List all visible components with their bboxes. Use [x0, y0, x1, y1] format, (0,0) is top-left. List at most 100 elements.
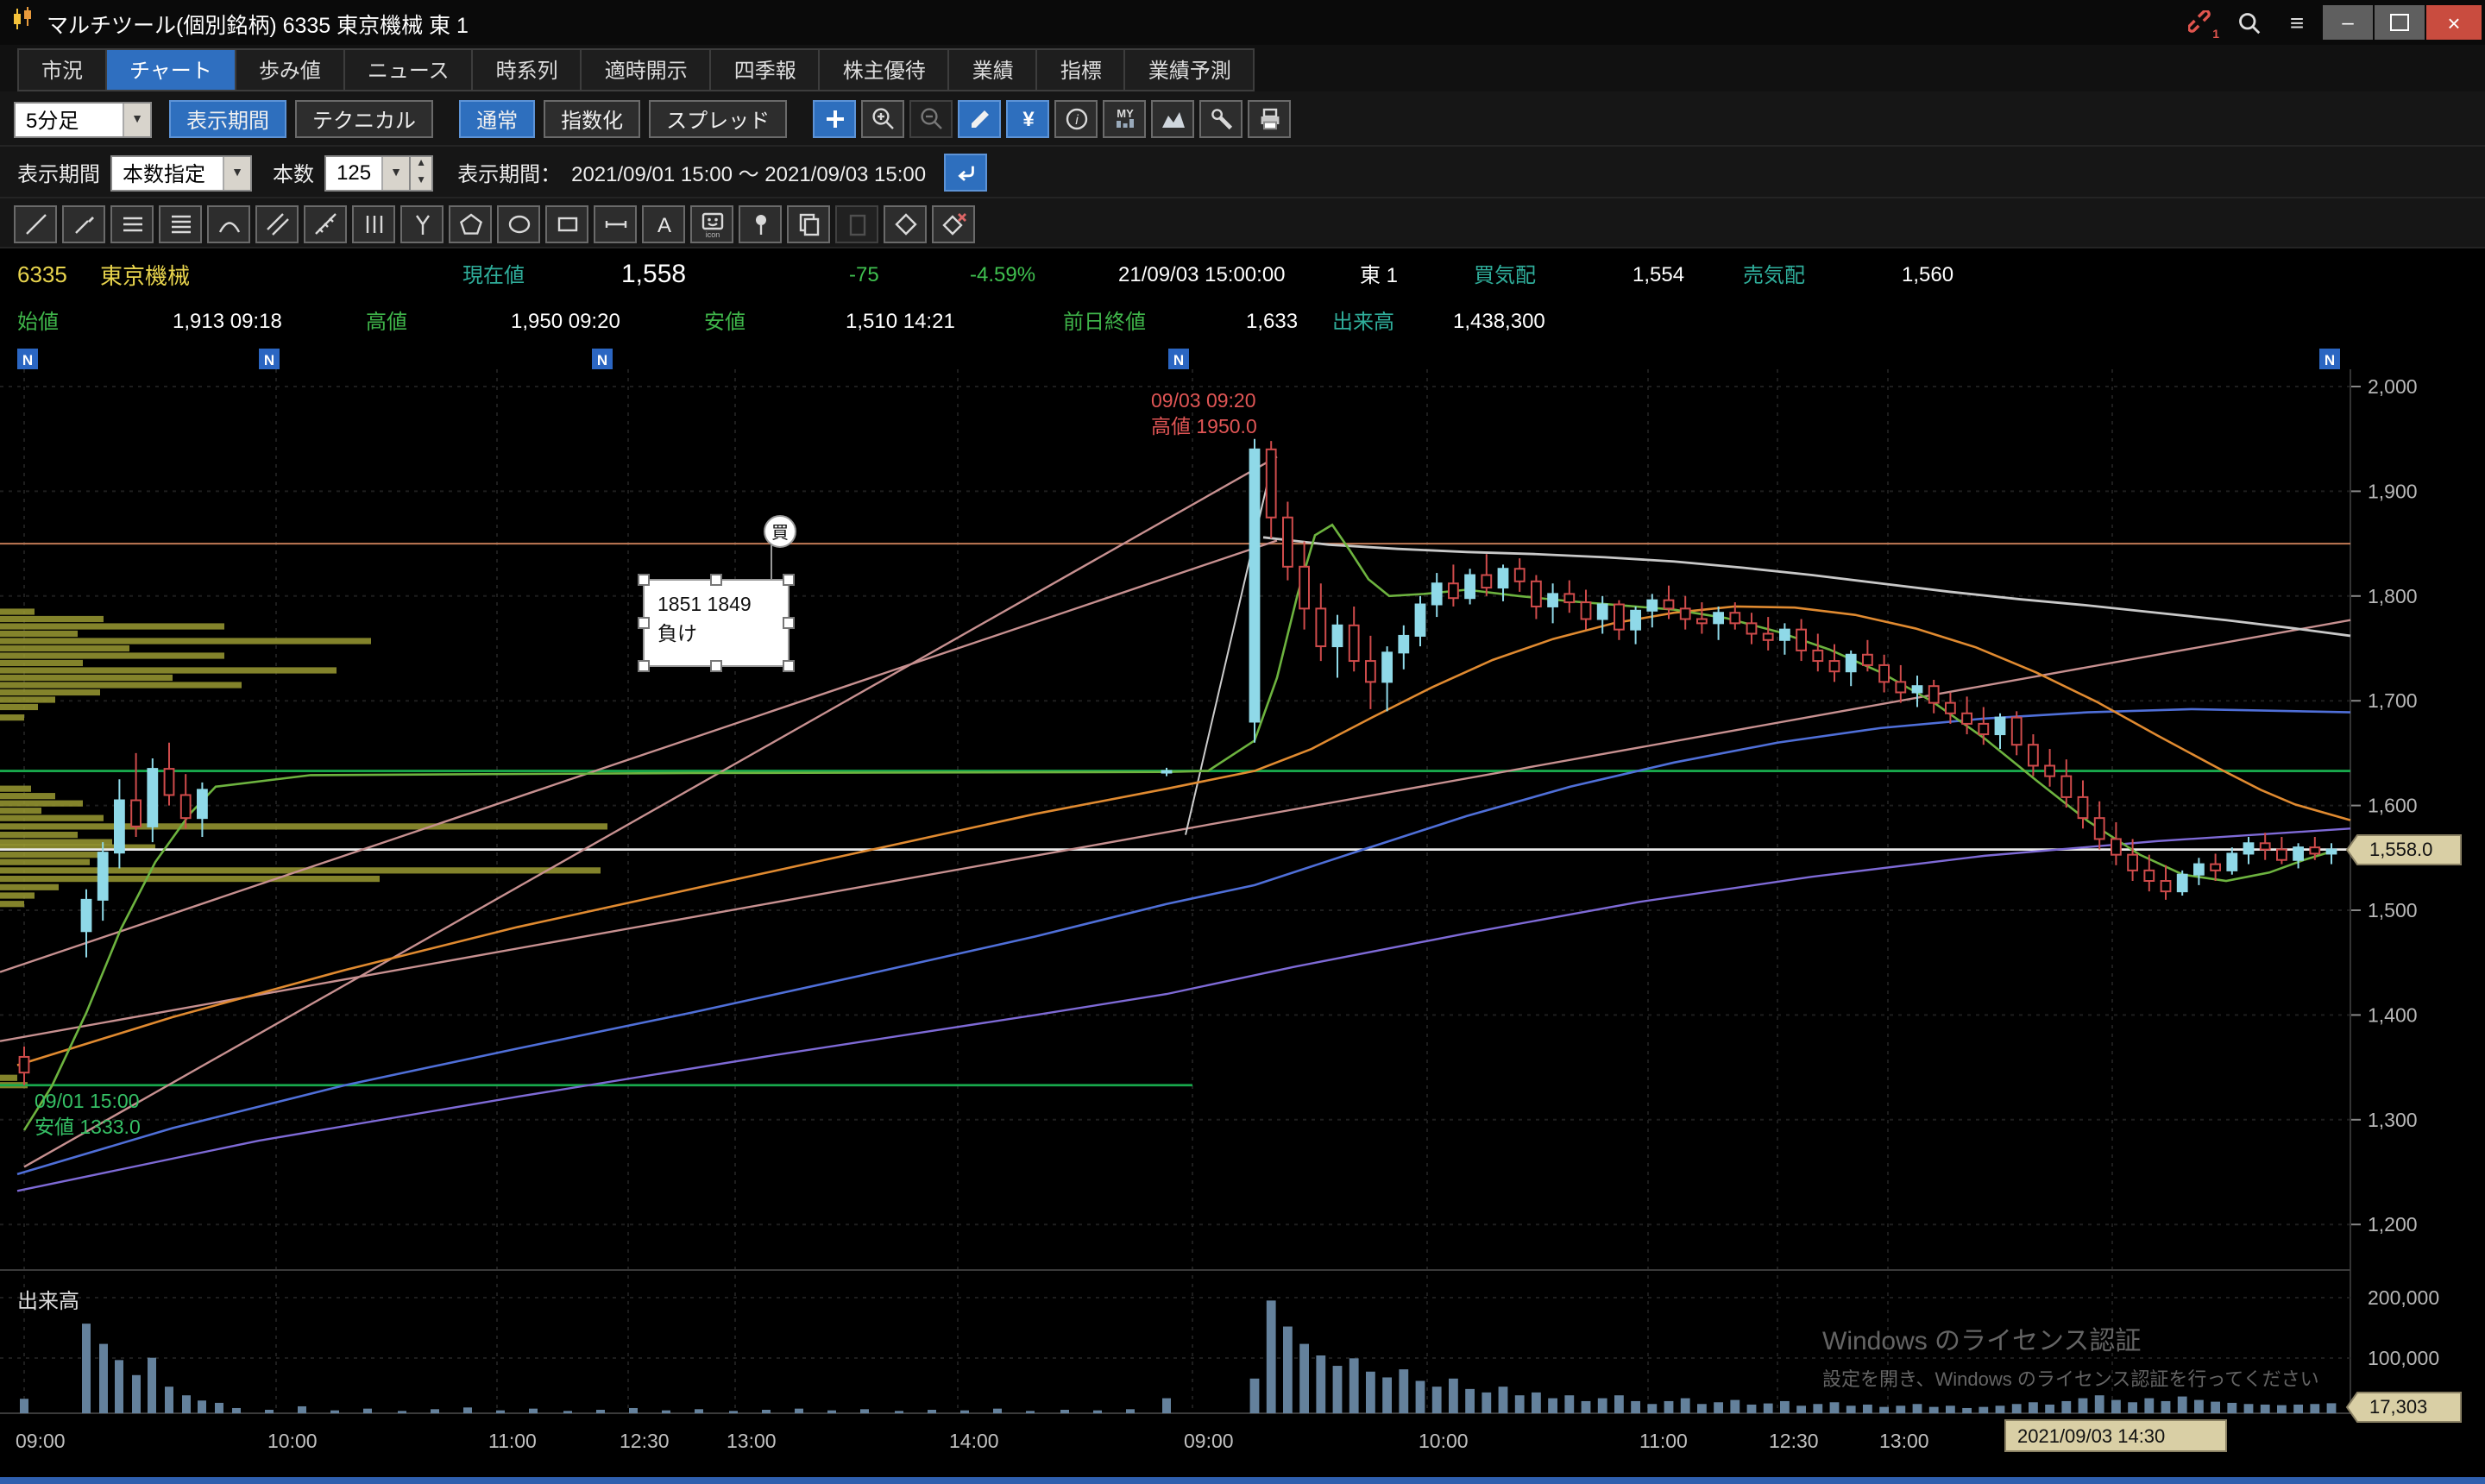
maximize-button[interactable] [2375, 5, 2425, 40]
delete-shape-tool[interactable] [884, 204, 927, 242]
volume-bar [1548, 1398, 1557, 1413]
quote-datetime: 21/09/03 15:00:00 [1118, 262, 1286, 286]
delete-all-tool[interactable] [932, 204, 975, 242]
spread-mode-button[interactable]: スプレッド [649, 100, 788, 138]
count-mode-select[interactable]: 本数指定 ▼ [110, 154, 253, 191]
tab-news[interactable]: ニュース [344, 48, 474, 91]
my-chart-button[interactable]: MY [1103, 100, 1147, 138]
rectangle-tool[interactable] [545, 204, 588, 242]
copy-tool[interactable] [787, 204, 830, 242]
tab-time-series[interactable]: 時系列 [473, 48, 582, 91]
add-button[interactable] [813, 100, 857, 138]
candle [2160, 880, 2172, 893]
selection-handle[interactable] [783, 660, 795, 672]
candle [1596, 603, 1608, 620]
tab-shikiho[interactable]: 四季報 [711, 48, 821, 91]
step-down-icon[interactable]: ▼ [411, 173, 432, 189]
volume-bar [960, 1410, 969, 1413]
volume-bar [2177, 1396, 2187, 1413]
text-tool[interactable]: A [642, 204, 685, 242]
draw-button[interactable] [958, 100, 1002, 138]
news-marker[interactable]: N [17, 349, 38, 369]
channel-tool[interactable] [255, 204, 299, 242]
news-marker[interactable]: N [259, 349, 280, 369]
selection-handle[interactable] [710, 660, 722, 672]
search-icon[interactable] [2224, 0, 2273, 45]
pitchfork-tool[interactable] [400, 204, 444, 242]
zoom-in-button[interactable] [861, 100, 905, 138]
selection-handle[interactable] [783, 617, 795, 629]
volume-bar [1126, 1409, 1135, 1413]
volume-profile-bar [0, 800, 83, 807]
pen-tool[interactable] [62, 204, 105, 242]
zoom-out-button[interactable] [909, 100, 953, 138]
news-marker[interactable]: N [1168, 349, 1189, 369]
normal-mode-button[interactable]: 通常 [459, 100, 536, 138]
tab-indicator[interactable]: 指標 [1037, 48, 1126, 91]
candle [2143, 869, 2155, 883]
news-marker[interactable]: N [2319, 349, 2340, 369]
selection-handle[interactable] [710, 574, 722, 586]
technical-button[interactable]: テクニカル [295, 100, 434, 138]
news-marker[interactable]: N [592, 349, 613, 369]
selection-handle[interactable] [638, 574, 650, 586]
volume-bar [2227, 1402, 2237, 1413]
note-callout[interactable]: 1851 1849 負け [638, 574, 795, 672]
indexed-mode-button[interactable]: 指数化 [544, 100, 641, 138]
volume-bar [1846, 1405, 1856, 1413]
vlines-tool[interactable] [352, 204, 395, 242]
hsegment-tool[interactable] [594, 204, 637, 242]
selection-handle[interactable] [638, 660, 650, 672]
prev-close-label: 前日終値 [1063, 309, 1147, 333]
pin-tool[interactable] [739, 204, 782, 242]
tab-disclosure[interactable]: 適時開示 [582, 48, 712, 91]
info-button[interactable]: i [1054, 100, 1098, 138]
link-icon[interactable]: 1 [2176, 0, 2224, 45]
selection-handle[interactable] [638, 617, 650, 629]
close-button[interactable]: × [2426, 5, 2482, 40]
tab-tick[interactable]: 歩み値 [236, 48, 345, 91]
count-input[interactable]: 125 ▼ [324, 154, 412, 191]
yen-display-button[interactable]: ¥ [1006, 100, 1050, 138]
trendline-tool[interactable] [14, 204, 57, 242]
hlines-dense-tool[interactable] [159, 204, 202, 242]
tab-shareholder-benefit[interactable]: 株主優待 [820, 48, 950, 91]
settings-button[interactable] [1199, 100, 1243, 138]
interval-select[interactable]: 5分足 ▼ [14, 101, 152, 137]
icon-stamp-tool[interactable]: icon [690, 204, 733, 242]
arc-tool[interactable] [207, 204, 250, 242]
time-tick-label: 09:00 [1184, 1430, 1234, 1452]
candle [1299, 565, 1310, 610]
print-button[interactable] [1248, 100, 1292, 138]
volume-bar [1465, 1388, 1475, 1413]
candle [1315, 607, 1327, 648]
pentagon-tool[interactable] [449, 204, 492, 242]
candle [2293, 846, 2304, 861]
ask-price: 1,560 [1902, 262, 1954, 286]
paste-tool[interactable] [835, 204, 878, 242]
tab-market[interactable]: 市況 [17, 48, 108, 91]
tab-earnings[interactable]: 業績 [949, 48, 1038, 91]
chart-type-button[interactable] [1151, 100, 1195, 138]
tab-earnings-forecast[interactable]: 業績予測 [1125, 48, 1255, 91]
ellipse-tool[interactable] [497, 204, 540, 242]
volume-bar [1614, 1395, 1624, 1413]
tab-bar: 市況 チャート 歩み値 ニュース 時系列 適時開示 四季報 株主優待 業績 指標 業績予測 [0, 45, 2485, 91]
stock-code: 6335 [17, 261, 67, 287]
open-price: 1,913 09:18 [173, 308, 282, 332]
volume-profile-bar [0, 630, 78, 638]
display-period-button[interactable]: 表示期間 [169, 100, 287, 138]
quote-row-1: 6335 東京機械 現在値 1,558 -75 -4.59% 21/09/03 … [0, 250, 2485, 299]
menu-icon[interactable]: ≡ [2289, 9, 2305, 36]
hlines-tool[interactable] [110, 204, 154, 242]
volume-profile-bar [0, 823, 607, 830]
volume-bar [1093, 1410, 1102, 1413]
reset-range-button[interactable] [943, 154, 987, 192]
tab-chart[interactable]: チャート [107, 48, 236, 91]
selection-handle[interactable] [783, 574, 795, 586]
minimize-button[interactable]: – [2323, 5, 2373, 40]
hatched-channel-tool[interactable] [304, 204, 347, 242]
price-chart[interactable]: 2,000 1,900 1,800 1,700 1,600 1,500 1,400 1,300… [0, 342, 2485, 1477]
count-stepper[interactable]: ▲ ▼ [411, 154, 434, 191]
step-up-icon[interactable]: ▲ [411, 156, 432, 173]
